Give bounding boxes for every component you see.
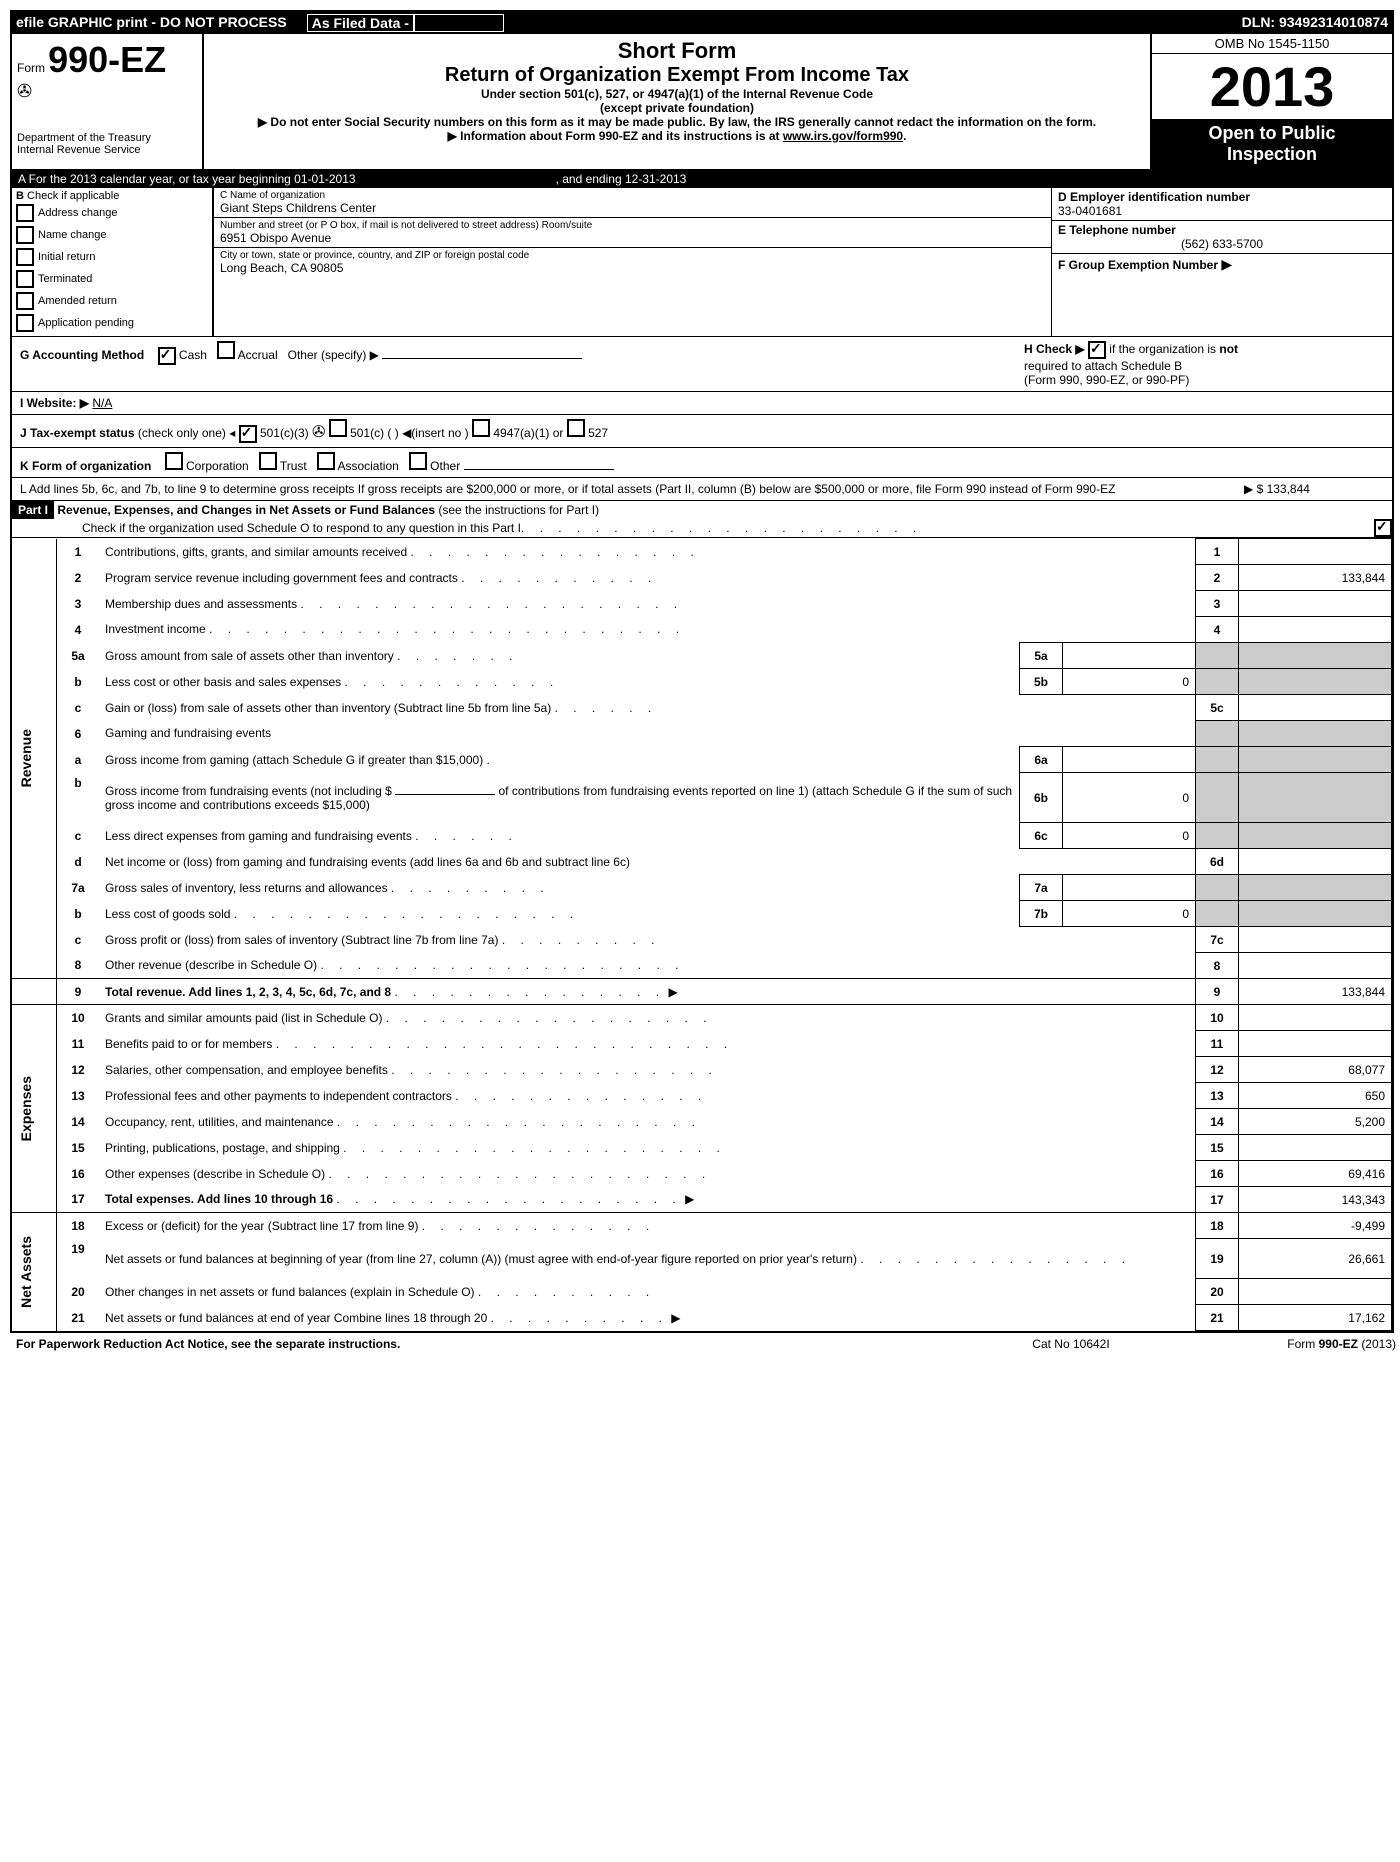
line-11: 11 Benefits paid to or for members . . .… (12, 1031, 1392, 1057)
check-501c3[interactable] (239, 425, 257, 443)
asfiled-blank (414, 14, 504, 32)
line-1: Revenue 1 Contributions, gifts, grants, … (12, 539, 1392, 565)
check-501c[interactable] (329, 419, 347, 437)
header-mid: Short Form Return of Organization Exempt… (204, 34, 1150, 169)
dept-label: Department of the Treasury (17, 132, 197, 144)
check-terminated[interactable]: Terminated (16, 268, 208, 290)
line-3: 3 Membership dues and assessments . . . … (12, 591, 1392, 617)
except-text: (except private foundation) (208, 101, 1146, 115)
line-7a: 7a Gross sales of inventory, less return… (12, 875, 1392, 901)
check-corporation[interactable] (165, 452, 183, 470)
header-right: OMB No 1545-1150 2013 Open to Public Ins… (1150, 34, 1392, 169)
line-10: Expenses 10 Grants and similar amounts p… (12, 1005, 1392, 1031)
dln: DLN: 93492314010874 (1242, 14, 1388, 32)
footer: For Paperwork Reduction Act Notice, see … (10, 1333, 1400, 1355)
section-c: C Name of organization Giant Steps Child… (212, 188, 1052, 336)
section-gh: G Accounting Method Cash Accrual Other (… (12, 337, 1392, 392)
line-5c: c Gain or (loss) from sale of assets oth… (12, 695, 1392, 721)
check-amended[interactable]: Amended return (16, 290, 208, 312)
line-2: 2 Program service revenue including gove… (12, 565, 1392, 591)
line-6c: c Less direct expenses from gaming and f… (12, 823, 1392, 849)
top-bar: efile GRAPHIC print - DO NOT PROCESS As … (12, 12, 1392, 34)
section-a-bar: A For the 2013 calendar year, or tax yea… (12, 170, 1392, 188)
org-name: Giant Steps Childrens Center (220, 201, 1045, 215)
line-17: 17 Total expenses. Add lines 10 through … (12, 1187, 1392, 1213)
short-form-title: Short Form (208, 38, 1146, 64)
check-schedule-o-part-i[interactable] (1374, 519, 1392, 537)
check-527[interactable] (567, 419, 585, 437)
line-5b: b Less cost or other basis and sales exp… (12, 669, 1392, 695)
irs-link[interactable]: www.irs.gov/form990 (783, 129, 903, 143)
revenue-side-label: Revenue (18, 729, 34, 787)
line-19: 19 Net assets or fund balances at beginn… (12, 1239, 1392, 1279)
irs-label: Internal Revenue Service (17, 144, 197, 156)
main-title: Return of Organization Exempt From Incom… (208, 64, 1146, 87)
open-public: Open to Public Inspection (1152, 119, 1392, 169)
tax-year: 2013 (1152, 54, 1392, 119)
line-7b: b Less cost of goods sold . . . . . . . … (12, 901, 1392, 927)
ein: 33-0401681 (1058, 204, 1386, 218)
check-cash[interactable] (158, 347, 176, 365)
line-13: 13 Professional fees and other payments … (12, 1083, 1392, 1109)
efile-label: efile GRAPHIC print - DO NOT PROCESS (16, 14, 287, 32)
notice2: ▶ Information about Form 990-EZ and its … (208, 129, 1146, 143)
check-application-pending[interactable]: Application pending (16, 312, 208, 334)
check-accrual[interactable] (217, 341, 235, 359)
line-6b: b Gross income from fundraising events (… (12, 773, 1392, 823)
part-i-header: Part I Revenue, Expenses, and Changes in… (12, 501, 1392, 538)
check-initial-return[interactable]: Initial return (16, 246, 208, 268)
line-16: 16 Other expenses (describe in Schedule … (12, 1161, 1392, 1187)
form-number: 990-EZ (48, 39, 166, 80)
lines-table: Revenue 1 Contributions, gifts, grants, … (12, 538, 1392, 1331)
section-i: I Website: ▶ N/A (12, 392, 1392, 415)
section-l: L Add lines 5b, 6c, and 7b, to line 9 to… (12, 478, 1392, 501)
section-k: K Form of organization Corporation Trust… (12, 448, 1392, 478)
subtitle: Under section 501(c), 527, or 4947(a)(1)… (208, 87, 1146, 101)
section-j: J Tax-exempt status (check only one) ◂ 5… (12, 415, 1392, 448)
check-4947[interactable] (472, 419, 490, 437)
expenses-side-label: Expenses (18, 1076, 34, 1141)
line-15: 15 Printing, publications, postage, and … (12, 1135, 1392, 1161)
website-value: N/A (92, 396, 152, 410)
form-990ez-container: efile GRAPHIC print - DO NOT PROCESS As … (10, 10, 1394, 1333)
line-4: 4 Investment income . . . . . . . . . . … (12, 617, 1392, 643)
check-trust[interactable] (259, 452, 277, 470)
check-association[interactable] (317, 452, 335, 470)
line-7c: c Gross profit or (loss) from sales of i… (12, 927, 1392, 953)
line-18: Net Assets 18 Excess or (deficit) for th… (12, 1213, 1392, 1239)
line-21: 21 Net assets or fund balances at end of… (12, 1305, 1392, 1331)
header-row: Form 990-EZ ✇ Department of the Treasury… (12, 34, 1392, 170)
section-b: B Check if applicable Address change Nam… (12, 188, 212, 336)
check-schedule-b-not-required[interactable] (1088, 341, 1106, 359)
line-8: 8 Other revenue (describe in Schedule O)… (12, 953, 1392, 979)
gross-receipts-amount: ▶ $ 133,844 (1244, 482, 1384, 496)
line-12: 12 Salaries, other compensation, and emp… (12, 1057, 1392, 1083)
notice1: ▶ Do not enter Social Security numbers o… (208, 115, 1146, 129)
asfiled-label: As Filed Data - (307, 14, 414, 32)
netassets-side-label: Net Assets (18, 1236, 34, 1308)
line-6a: a Gross income from gaming (attach Sched… (12, 747, 1392, 773)
line-6d: d Net income or (loss) from gaming and f… (12, 849, 1392, 875)
telephone: (562) 633-5700 (1058, 237, 1386, 251)
header-left: Form 990-EZ ✇ Department of the Treasury… (12, 34, 204, 169)
line-5a: 5a Gross amount from sale of assets othe… (12, 643, 1392, 669)
section-def: D Employer identification number 33-0401… (1052, 188, 1392, 336)
section-bcd: B Check if applicable Address change Nam… (12, 188, 1392, 337)
check-address-change[interactable]: Address change (16, 202, 208, 224)
check-name-change[interactable]: Name change (16, 224, 208, 246)
check-other-org[interactable] (409, 452, 427, 470)
omb-number: OMB No 1545-1150 (1152, 34, 1392, 54)
line-6: 6 Gaming and fundraising events (12, 721, 1392, 747)
city-state-zip: Long Beach, CA 90805 (220, 261, 1045, 275)
line-14: 14 Occupancy, rent, utilities, and maint… (12, 1109, 1392, 1135)
line-20: 20 Other changes in net assets or fund b… (12, 1279, 1392, 1305)
line-9: 9 Total revenue. Add lines 1, 2, 3, 4, 5… (12, 979, 1392, 1005)
form-prefix: Form (17, 61, 45, 75)
street-address: 6951 Obispo Avenue (220, 231, 1045, 245)
